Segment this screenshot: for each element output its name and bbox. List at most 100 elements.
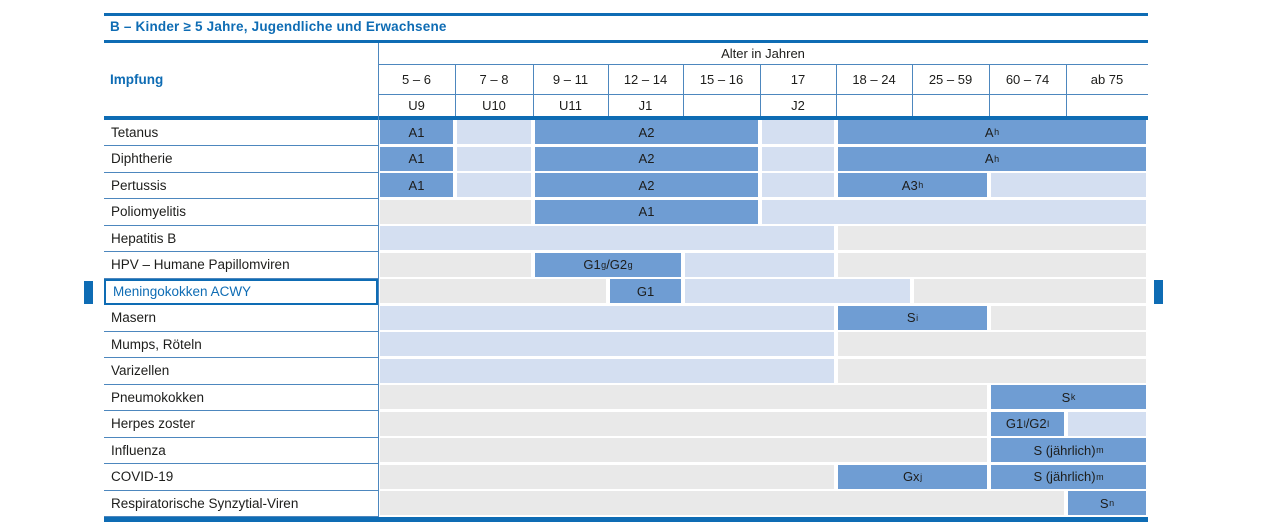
row-label: Influenza [104,437,378,464]
vaccine-cell: A1 [380,173,453,197]
exam-stage-header [1066,95,1148,116]
age-column-header: 25 – 59 [928,71,973,87]
header-column-divider [607,64,609,116]
vaccine-cell [991,173,1146,197]
exam-stage-header: U10 [482,97,506,113]
top-rule [104,13,1148,16]
header-column-divider [835,64,837,116]
vaccine-cell [991,305,1146,330]
row-label: Herpes zoster [104,411,378,438]
vaccine-cell [762,146,834,171]
vaccine-cell [838,226,1146,250]
vaccine-cell: Gx j [838,464,987,489]
exam-stage-header [683,95,760,116]
age-column-header: 7 – 8 [479,71,509,87]
age-column-header: 12 – 14 [623,71,668,87]
row-label: Respiratorische Synzytial-Viren [104,490,378,517]
age-column-header: 5 – 6 [402,71,431,87]
label-column-divider [377,43,379,517]
header-divider-line [378,64,1148,65]
vaccine-cell [380,305,834,330]
header-bottom-rule [104,116,1148,120]
highlight-marker-right [1154,280,1163,304]
exam-stage-header: U9 [408,97,425,113]
row-label: Hepatitis B [104,225,378,252]
exam-stage-header: J1 [638,97,653,113]
table-bottom-rule [104,517,1148,522]
vaccine-cell [380,464,834,489]
header-column-divider [532,64,534,116]
header-column-divider [454,64,456,116]
vaccine-cell: A1 [380,120,453,144]
vaccine-cell: G1 l/G2 l [991,411,1064,436]
row-header-label: Impfung [110,72,164,87]
vaccine-cell [914,279,1146,303]
vaccine-cell [380,332,834,356]
vaccine-cell [380,411,987,436]
vaccine-cell [380,226,834,250]
age-group-header: Alter in Jahren [721,46,805,61]
row-label: Mumps, Röteln [104,331,378,358]
row-label: Pertussis [104,172,378,199]
vaccine-cell [685,252,834,277]
vaccine-cell [1068,411,1146,436]
vaccine-cell [762,173,834,197]
vaccine-cell [380,279,606,303]
age-column-header: ab 75 [1090,71,1124,87]
row-label: COVID-19 [104,464,378,491]
header-column-divider [682,64,684,116]
row-label: Diphtherie [104,146,378,173]
row-label: Poliomyelitis [104,199,378,226]
age-column-header: 18 – 24 [852,71,896,87]
vaccine-cell [685,279,910,303]
age-column-header: 17 [790,71,806,87]
header-column-divider [759,64,761,116]
vaccine-cell: A2 [535,120,758,144]
vaccine-cell: A1 [380,146,453,171]
vaccine-cell [457,120,531,144]
vaccine-cell [380,385,987,409]
row-label: Masern [104,305,378,332]
row-label: Tetanus [104,119,378,146]
exam-stage-header [836,95,912,116]
vaccine-cell: S (jährlich) m [991,438,1146,462]
vaccine-cell [457,146,531,171]
exam-stage-header [912,95,989,116]
vaccine-cell [838,252,1146,277]
vaccine-cell [457,173,531,197]
vaccine-cell [380,491,1064,515]
exam-stage-header: U11 [559,97,582,113]
header-column-divider [1065,64,1067,116]
highlight-marker-left [84,281,93,304]
header-column-divider [911,64,913,116]
vaccine-cell: A3 h [838,173,987,197]
vaccine-cell [380,199,531,224]
vaccine-cell: G1 g/G2 g [535,252,681,277]
age-column-header: 15 – 16 [699,71,744,87]
age-column-header: 60 – 74 [1005,71,1050,87]
vaccine-cell [380,358,834,383]
age-column-header: 9 – 11 [552,71,589,87]
row-label: Meningokokken ACWY [104,278,378,305]
row-label: Varizellen [104,358,378,385]
exam-stage-header [989,95,1066,116]
vaccine-cell: A2 [535,146,758,171]
row-label: HPV – Humane Papillomviren [104,252,378,279]
vaccine-cell [838,332,1146,356]
vaccine-cell [762,120,834,144]
header-column-divider [988,64,990,116]
vaccine-cell: G1 [610,279,681,303]
vaccine-cell [380,438,987,462]
title-underline-rule [104,40,1148,43]
exam-stage-header: J2 [791,97,805,113]
page-title: B – Kinder ≥ 5 Jahre, Jugendliche und Er… [110,19,447,34]
vaccine-cell: S (jährlich) m [991,464,1146,489]
vaccine-cell: A1 [535,199,758,224]
vaccine-cell [762,199,1146,224]
